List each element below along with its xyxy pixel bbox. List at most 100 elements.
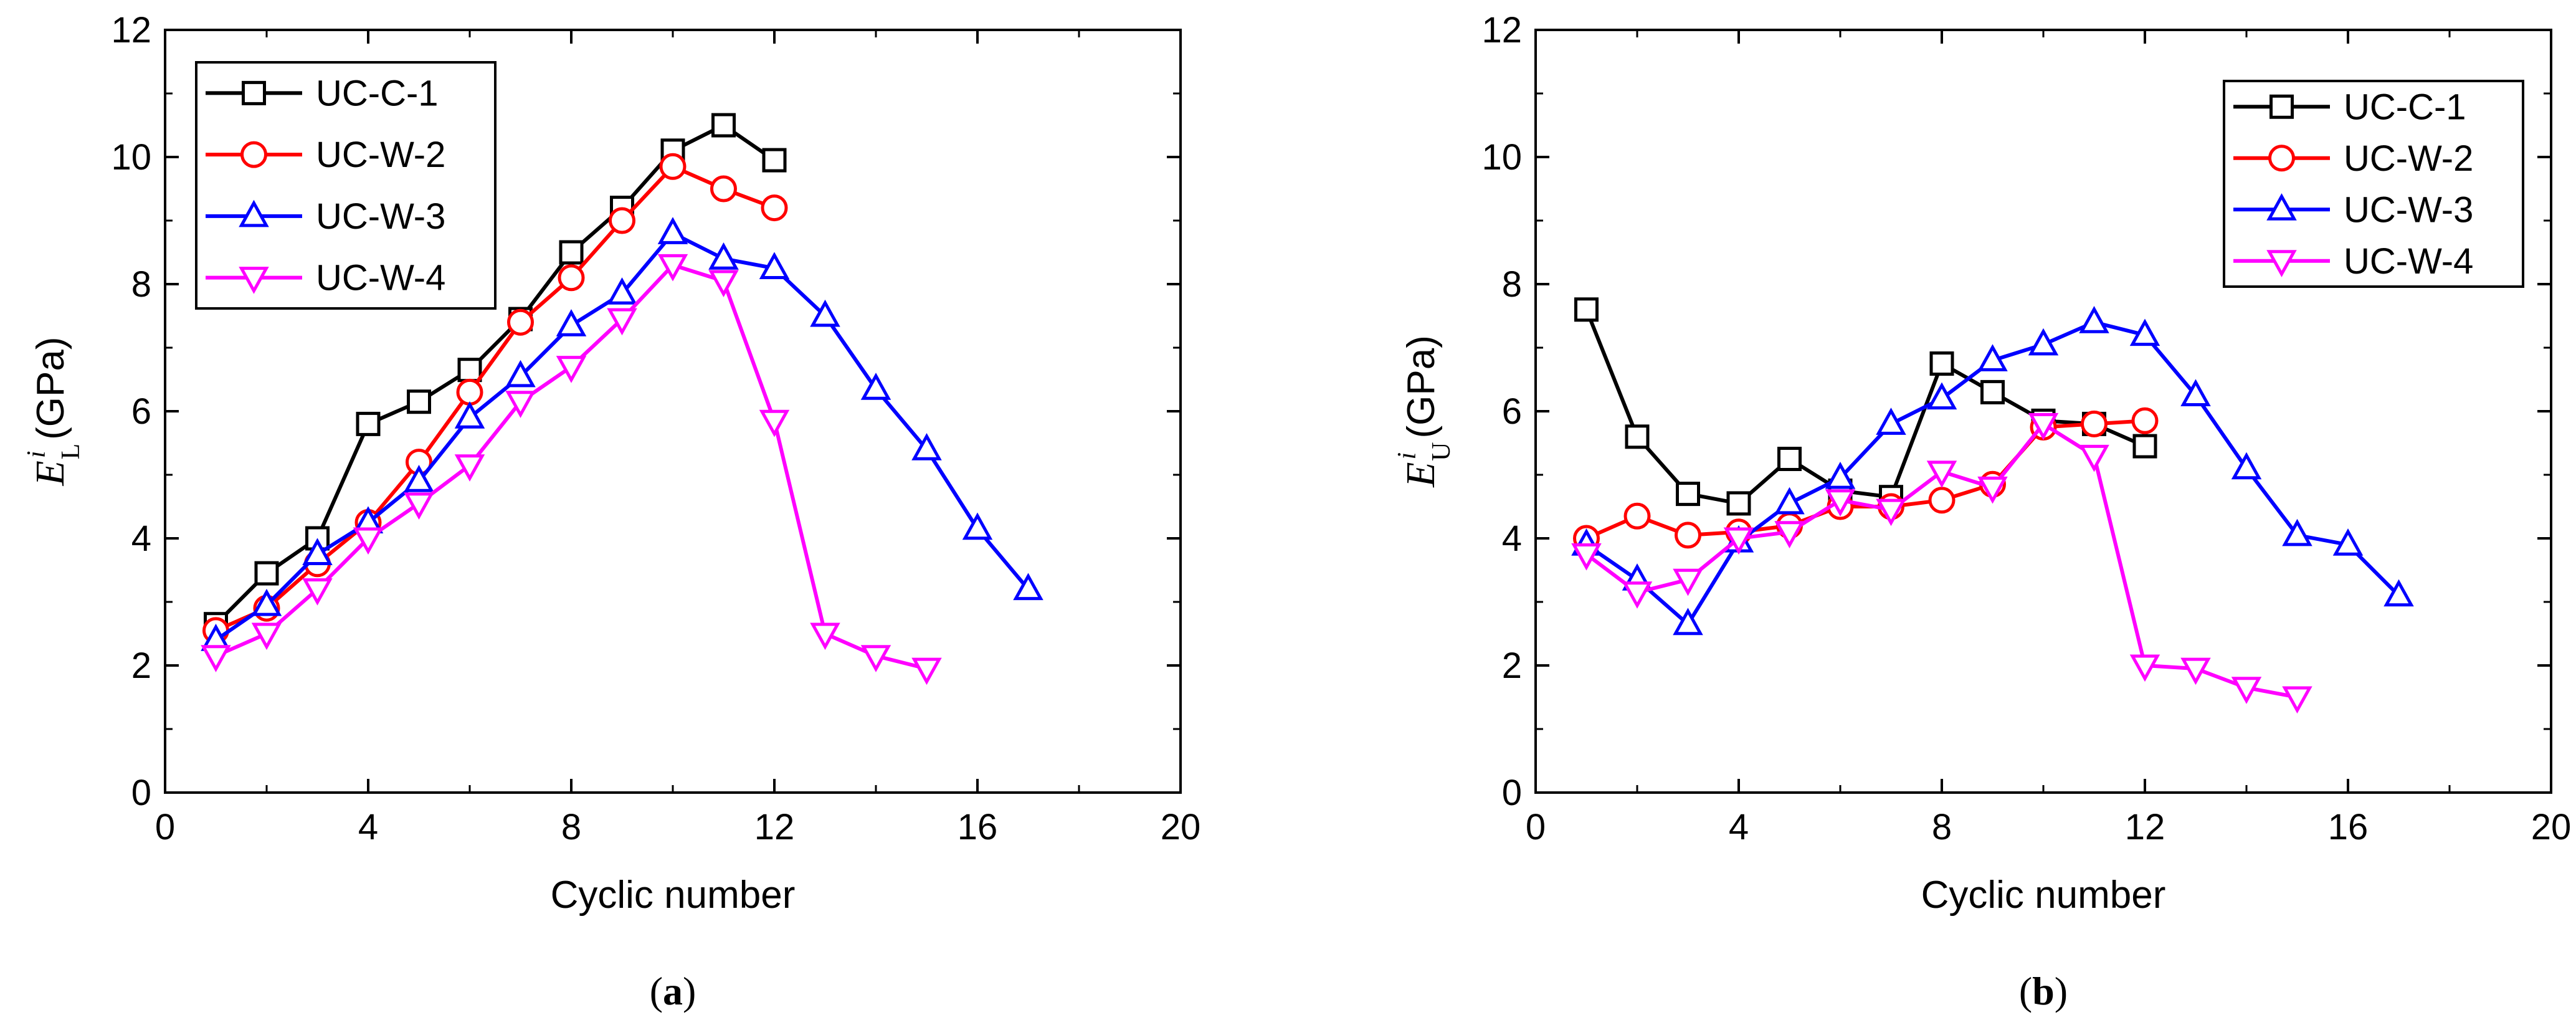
data-point-uc-w-4 bbox=[708, 270, 739, 298]
data-point-uc-w-3 bbox=[1876, 408, 1906, 435]
data-point-uc-w-4 bbox=[1774, 521, 1805, 548]
y-axis-title: Ei U (GPa) bbox=[1393, 335, 1456, 488]
legend-marker-uc-w-2 bbox=[2268, 145, 2295, 172]
x-tick-label: 20 bbox=[1161, 807, 1201, 847]
y-tick-label: 8 bbox=[131, 264, 151, 305]
data-point-uc-c-1 bbox=[1726, 491, 1751, 516]
data-point-uc-c-1 bbox=[1777, 447, 1802, 471]
data-point-uc-w-3 bbox=[759, 252, 790, 279]
legend-label-uc-w-2: UC-W-2 bbox=[2344, 138, 2473, 179]
data-point-uc-w-4 bbox=[1926, 460, 1957, 489]
caption-letter: b bbox=[2032, 969, 2055, 1013]
y-axis-unit: (GPa) bbox=[29, 336, 72, 439]
data-point-uc-w-2 bbox=[2131, 407, 2159, 434]
y-axis-unit: (GPa) bbox=[1400, 335, 1443, 438]
y-tick-label: 10 bbox=[111, 137, 151, 178]
data-point-uc-w-3 bbox=[1926, 382, 1957, 410]
legend-marker-uc-c-1 bbox=[2269, 94, 2294, 119]
data-point-uc-w-4 bbox=[1673, 568, 1703, 596]
caption-close-paren: ) bbox=[2055, 969, 2068, 1013]
data-point-uc-w-3 bbox=[1774, 487, 1805, 515]
data-point-uc-w-4 bbox=[657, 254, 688, 282]
data-point-uc-c-1 bbox=[559, 240, 584, 265]
data-point-uc-w-4 bbox=[810, 622, 840, 651]
data-point-uc-c-1 bbox=[762, 148, 787, 173]
y-axis-symbol: E bbox=[27, 460, 73, 486]
data-point-uc-w-4 bbox=[607, 308, 637, 336]
data-point-uc-w-3 bbox=[810, 299, 840, 327]
legend-label-uc-w-2: UC-W-2 bbox=[316, 135, 445, 175]
y-axis-superscript: i bbox=[22, 451, 51, 459]
data-point-uc-w-2 bbox=[1928, 487, 1956, 514]
data-point-uc-w-3 bbox=[962, 512, 993, 540]
data-point-uc-w-4 bbox=[454, 454, 485, 482]
data-point-uc-w-3 bbox=[2028, 328, 2059, 356]
data-point-uc-w-3 bbox=[404, 465, 434, 492]
data-point-uc-w-3 bbox=[302, 538, 333, 565]
data-point-uc-w-3 bbox=[454, 401, 485, 429]
y-axis-subscript: L bbox=[57, 444, 85, 460]
data-point-uc-c-1 bbox=[356, 411, 381, 436]
x-tick-label: 4 bbox=[1729, 807, 1749, 847]
data-point-uc-w-4 bbox=[201, 645, 231, 672]
data-point-uc-w-4 bbox=[2028, 412, 2059, 441]
data-point-uc-w-4 bbox=[1571, 543, 1602, 571]
data-point-uc-w-3 bbox=[2332, 528, 2364, 556]
data-point-uc-w-2 bbox=[1675, 522, 1701, 549]
x-tick-label: 16 bbox=[958, 807, 998, 847]
data-point-uc-w-3 bbox=[1977, 344, 2008, 371]
data-point-uc-c-1 bbox=[1676, 482, 1700, 507]
x-tick-label: 0 bbox=[1526, 807, 1546, 847]
data-point-uc-c-1 bbox=[2132, 434, 2157, 459]
legend-marker-uc-w-3 bbox=[2266, 193, 2297, 221]
data-point-uc-w-4 bbox=[404, 492, 434, 520]
legend-marker-uc-c-1 bbox=[242, 80, 266, 105]
data-point-uc-c-1 bbox=[407, 389, 431, 414]
data-point-uc-w-4 bbox=[2079, 444, 2109, 472]
data-point-uc-w-4 bbox=[2282, 686, 2312, 714]
y-tick-label: 2 bbox=[1502, 646, 1522, 686]
y-tick-label: 10 bbox=[1481, 137, 1522, 178]
y-tick-label: 6 bbox=[1502, 391, 1522, 432]
y-tick-label: 12 bbox=[111, 10, 151, 50]
y-tick-label: 6 bbox=[131, 391, 151, 432]
data-point-uc-w-2 bbox=[710, 175, 737, 203]
data-point-uc-w-4 bbox=[353, 527, 384, 555]
legend-label-uc-w-3: UC-W-3 bbox=[2344, 189, 2473, 230]
y-tick-label: 0 bbox=[1502, 773, 1522, 813]
data-point-uc-w-3 bbox=[2129, 318, 2160, 346]
panel-a: 0 4 8 12 16 20 0 2 4 6 8 10 12 Cyclic number Ei L (GPa) U… bbox=[22, 10, 1200, 1013]
data-point-uc-w-3 bbox=[2282, 518, 2312, 546]
y-axis-title: Ei L (GPa) bbox=[22, 336, 85, 486]
data-point-uc-w-2 bbox=[456, 378, 483, 406]
data-point-uc-w-4 bbox=[2129, 654, 2160, 682]
data-point-uc-w-3 bbox=[251, 588, 282, 616]
data-point-uc-w-3 bbox=[657, 217, 688, 244]
data-point-uc-w-3 bbox=[2180, 379, 2211, 406]
x-tick-label: 20 bbox=[2531, 807, 2572, 847]
x-tick-label: 8 bbox=[561, 807, 581, 847]
data-point-uc-w-3 bbox=[2384, 579, 2414, 607]
data-point-uc-w-3 bbox=[860, 373, 891, 400]
data-point-uc-w-3 bbox=[1013, 573, 1043, 601]
y-axis-subscript: U bbox=[1427, 442, 1456, 461]
y-tick-label: 12 bbox=[1481, 10, 1522, 50]
data-point-uc-c-1 bbox=[1574, 297, 1599, 322]
caption-open-paren: ( bbox=[650, 969, 663, 1013]
data-point-uc-w-4 bbox=[2180, 657, 2211, 685]
data-point-uc-w-4 bbox=[302, 578, 333, 606]
x-tick-label: 12 bbox=[2125, 807, 2165, 847]
data-point-uc-w-2 bbox=[761, 194, 788, 222]
panel-b: 0 4 8 12 16 20 0 2 4 6 8 10 12 Cyclic number Ei U (GPa) U… bbox=[1393, 10, 2571, 1013]
legend-label-uc-c-1: UC-C-1 bbox=[316, 73, 439, 113]
data-point-uc-c-1 bbox=[1625, 424, 1650, 449]
data-point-uc-w-2 bbox=[2081, 410, 2108, 437]
data-point-uc-w-4 bbox=[1723, 527, 1754, 555]
data-point-uc-w-3 bbox=[911, 433, 942, 460]
x-tick-label: 16 bbox=[2328, 807, 2369, 847]
data-point-uc-w-3 bbox=[1825, 461, 1856, 489]
data-point-uc-w-2 bbox=[507, 308, 534, 336]
y-tick-label: 0 bbox=[131, 773, 151, 813]
data-point-uc-w-4 bbox=[1622, 581, 1653, 609]
data-point-uc-w-2 bbox=[1623, 502, 1651, 530]
